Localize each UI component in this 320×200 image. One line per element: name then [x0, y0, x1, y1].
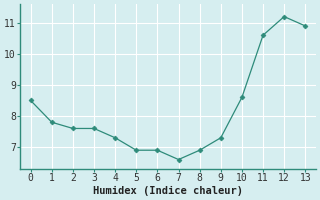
X-axis label: Humidex (Indice chaleur): Humidex (Indice chaleur): [93, 186, 243, 196]
